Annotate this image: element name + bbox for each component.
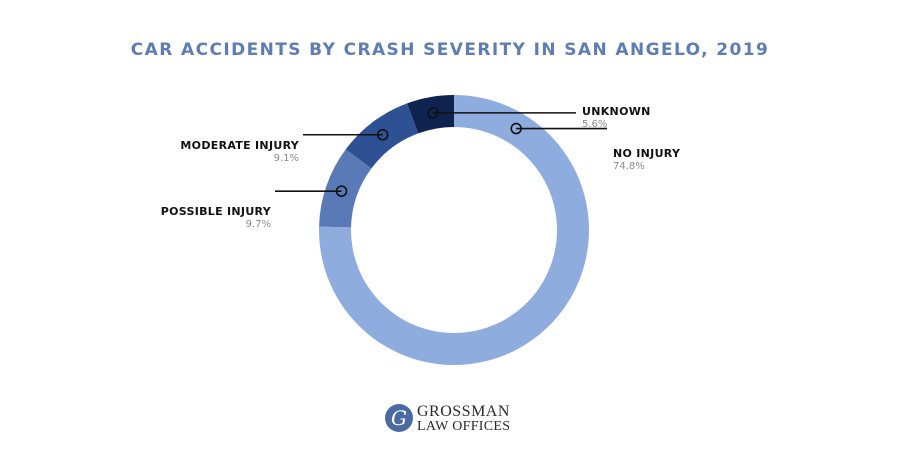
leader-marker-possible-injury xyxy=(335,185,348,197)
slice-value-moderate-injury: 9.1% xyxy=(273,153,299,164)
chart-title: CAR ACCIDENTS BY CRASH SEVERITY IN SAN A… xyxy=(130,40,770,60)
logo-g-icon: G xyxy=(385,404,413,432)
leader-marker-moderate-injury xyxy=(376,128,389,141)
slice-label-moderate-injury: MODERATE INJURY xyxy=(180,139,299,152)
leader-marker-unknown xyxy=(427,107,439,119)
slice-label-no-injury: NO INJURY xyxy=(613,147,681,160)
slice-value-unknown: 5.6% xyxy=(582,119,608,130)
slice-moderate-injury xyxy=(345,103,419,169)
slice-label-possible-injury: POSSIBLE INJURY xyxy=(160,205,271,218)
logo-line1: GROSSMAN xyxy=(417,403,510,420)
slice-value-possible-injury: 9.7% xyxy=(245,219,271,230)
leader-marker-no-injury xyxy=(510,122,522,135)
slice-label-unknown: UNKNOWN xyxy=(582,105,651,118)
logo-line2: LAW OFFICES xyxy=(417,419,511,434)
slice-unknown xyxy=(407,95,454,134)
slice-value-no-injury: 74.8% xyxy=(613,161,645,172)
